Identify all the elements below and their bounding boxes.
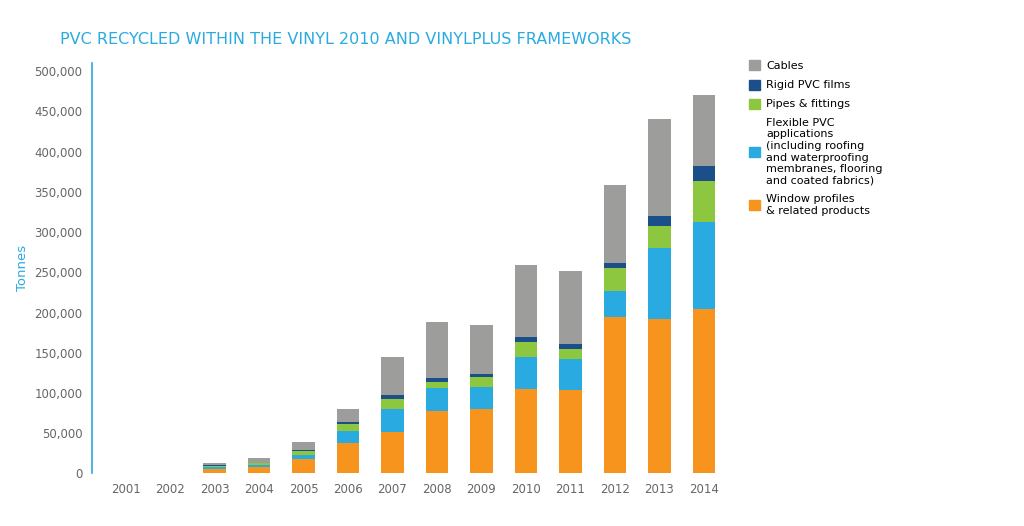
Bar — [204, 467, 225, 469]
Bar — [381, 409, 403, 431]
Bar — [515, 389, 537, 473]
Bar — [337, 409, 359, 422]
Bar — [648, 216, 671, 226]
Bar — [559, 390, 582, 473]
Bar — [515, 357, 537, 389]
Bar — [381, 431, 403, 473]
Bar — [426, 411, 449, 473]
Bar — [293, 442, 314, 450]
Bar — [470, 409, 493, 473]
Text: PVC RECYCLED WITHIN THE VINYL 2010 AND VINYLPLUS FRAMEWORKS: PVC RECYCLED WITHIN THE VINYL 2010 AND V… — [59, 32, 631, 47]
Bar — [693, 166, 715, 180]
Bar — [248, 463, 270, 465]
Bar — [648, 248, 671, 319]
Bar — [648, 319, 671, 473]
Bar — [559, 271, 582, 344]
Bar — [248, 462, 270, 463]
Bar — [204, 466, 225, 467]
Bar — [204, 469, 225, 473]
Bar — [381, 396, 403, 399]
Bar — [293, 450, 314, 451]
Bar — [515, 265, 537, 338]
Bar — [337, 422, 359, 424]
Bar — [248, 458, 270, 462]
Bar — [515, 342, 537, 357]
Bar — [293, 451, 314, 455]
Bar — [426, 322, 449, 379]
Bar — [426, 379, 449, 382]
Bar — [293, 455, 314, 459]
Bar — [337, 431, 359, 443]
Bar — [337, 424, 359, 431]
Bar — [470, 373, 493, 377]
Bar — [293, 459, 314, 473]
Bar — [337, 443, 359, 473]
Bar — [693, 180, 715, 222]
Bar — [204, 463, 225, 466]
Bar — [248, 467, 270, 473]
Bar — [693, 95, 715, 166]
Legend: Cables, Rigid PVC films, Pipes & fittings, Flexible PVC
applications
(including : Cables, Rigid PVC films, Pipes & fitting… — [750, 60, 883, 216]
Bar — [648, 226, 671, 248]
Bar — [604, 291, 626, 317]
Bar — [470, 387, 493, 409]
Bar — [426, 388, 449, 411]
Bar — [381, 357, 403, 396]
Bar — [515, 338, 537, 342]
Bar — [604, 185, 626, 264]
Bar — [648, 119, 671, 216]
Bar — [693, 222, 715, 309]
Bar — [604, 317, 626, 473]
Bar — [470, 377, 493, 387]
Bar — [559, 344, 582, 349]
Y-axis label: Tonnes: Tonnes — [15, 245, 29, 291]
Bar — [559, 349, 582, 359]
Bar — [470, 326, 493, 373]
Bar — [693, 309, 715, 473]
Bar — [248, 465, 270, 467]
Bar — [381, 399, 403, 409]
Bar — [604, 264, 626, 268]
Bar — [559, 359, 582, 390]
Bar — [426, 382, 449, 388]
Bar — [604, 268, 626, 291]
